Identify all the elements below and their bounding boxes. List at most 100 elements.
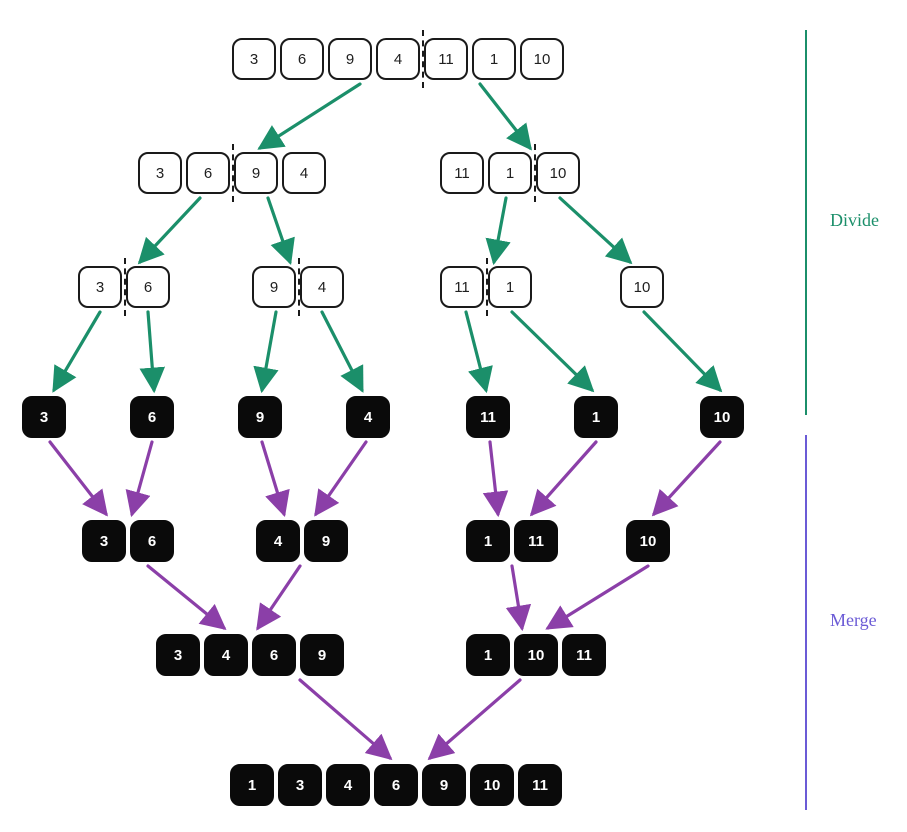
divide-arrow <box>260 84 360 148</box>
divide-arrow <box>480 84 530 148</box>
cell-group: 3469 <box>156 634 344 676</box>
array-cell: 3 <box>232 38 276 80</box>
array-cell: 6 <box>280 38 324 80</box>
cell-group: 49 <box>256 520 348 562</box>
array-cell: 3 <box>82 520 126 562</box>
merge-arrow <box>512 566 522 628</box>
merge-arrow <box>490 442 498 514</box>
divide-arrow <box>322 312 362 390</box>
divide-arrow <box>268 198 290 262</box>
cell-group: 3 <box>22 396 66 438</box>
merge-arrow <box>262 442 284 514</box>
divide-arrow <box>54 312 100 390</box>
divide-arrow <box>644 312 720 390</box>
merge-arrow <box>132 442 152 514</box>
cell-group: 111 <box>466 520 558 562</box>
array-cell: 9 <box>238 396 282 438</box>
array-cell: 11 <box>466 396 510 438</box>
cell-group: 10 <box>700 396 744 438</box>
array-cell: 10 <box>700 396 744 438</box>
array-cell: 11 <box>514 520 558 562</box>
array-cell: 11 <box>440 266 484 308</box>
array-cell: 3 <box>22 396 66 438</box>
array-cell: 3 <box>156 634 200 676</box>
array-cell: 4 <box>204 634 248 676</box>
array-cell: 1 <box>466 634 510 676</box>
cell-group: 4 <box>346 396 390 438</box>
array-cell: 6 <box>126 266 170 308</box>
array-cell: 6 <box>186 152 230 194</box>
merge-arrow <box>430 680 520 758</box>
array-cell: 3 <box>278 764 322 806</box>
divide-arrow <box>512 312 592 390</box>
merge-arrow <box>654 442 720 514</box>
cell-group: 11 <box>466 396 510 438</box>
array-cell: 1 <box>574 396 618 438</box>
array-cell: 4 <box>376 38 420 80</box>
array-cell: 4 <box>346 396 390 438</box>
array-cell: 1 <box>488 152 532 194</box>
cell-group: 11011 <box>466 634 606 676</box>
array-cell: 6 <box>374 764 418 806</box>
split-divider <box>422 30 424 88</box>
divide-arrow <box>466 312 486 390</box>
merge-arrow <box>300 680 390 758</box>
cell-group: 9 <box>238 396 282 438</box>
array-cell: 11 <box>424 38 468 80</box>
array-cell: 9 <box>252 266 296 308</box>
array-cell: 9 <box>422 764 466 806</box>
divide-arrow <box>148 312 154 390</box>
array-cell: 4 <box>256 520 300 562</box>
cell-group: 6 <box>130 396 174 438</box>
array-cell: 10 <box>520 38 564 80</box>
divide-arrow <box>262 312 276 390</box>
array-cell: 9 <box>300 634 344 676</box>
split-divider <box>298 258 300 316</box>
merge-arrow <box>50 442 106 514</box>
array-cell: 10 <box>626 520 670 562</box>
array-cell: 11 <box>440 152 484 194</box>
array-cell: 10 <box>470 764 514 806</box>
array-cell: 1 <box>472 38 516 80</box>
array-cell: 6 <box>252 634 296 676</box>
split-divider <box>232 144 234 202</box>
cell-group: 10 <box>620 266 664 308</box>
array-cell: 1 <box>230 764 274 806</box>
array-cell: 9 <box>328 38 372 80</box>
cell-group: 36 <box>82 520 174 562</box>
array-cell: 11 <box>518 764 562 806</box>
array-cell: 10 <box>620 266 664 308</box>
merge-arrow <box>316 442 366 514</box>
split-divider <box>534 144 536 202</box>
array-cell: 1 <box>488 266 532 308</box>
divide-arrow <box>560 198 630 262</box>
cell-group: 134691011 <box>230 764 562 806</box>
array-cell: 6 <box>130 396 174 438</box>
array-cell: 6 <box>130 520 174 562</box>
array-cell: 3 <box>78 266 122 308</box>
cell-group: 1 <box>574 396 618 438</box>
merge-arrow <box>532 442 596 514</box>
array-cell: 9 <box>234 152 278 194</box>
divide-arrow <box>140 198 200 262</box>
cell-group: 369411110 <box>232 38 564 80</box>
cell-group: 10 <box>626 520 670 562</box>
split-divider <box>124 258 126 316</box>
divide-arrow <box>494 198 506 262</box>
array-cell: 4 <box>282 152 326 194</box>
split-divider <box>486 258 488 316</box>
diagram-stage: 3694111103694111103694111103694111103649… <box>0 0 907 832</box>
array-cell: 10 <box>536 152 580 194</box>
array-cell: 4 <box>326 764 370 806</box>
divide-label: Divide <box>830 210 879 231</box>
cell-group: 11110 <box>440 152 580 194</box>
merge-arrow <box>258 566 300 628</box>
merge-phase-line <box>805 435 807 810</box>
array-cell: 1 <box>466 520 510 562</box>
merge-arrow <box>148 566 224 628</box>
array-cell: 4 <box>300 266 344 308</box>
merge-label: Merge <box>830 610 877 631</box>
array-cell: 10 <box>514 634 558 676</box>
array-cell: 9 <box>304 520 348 562</box>
array-cell: 11 <box>562 634 606 676</box>
